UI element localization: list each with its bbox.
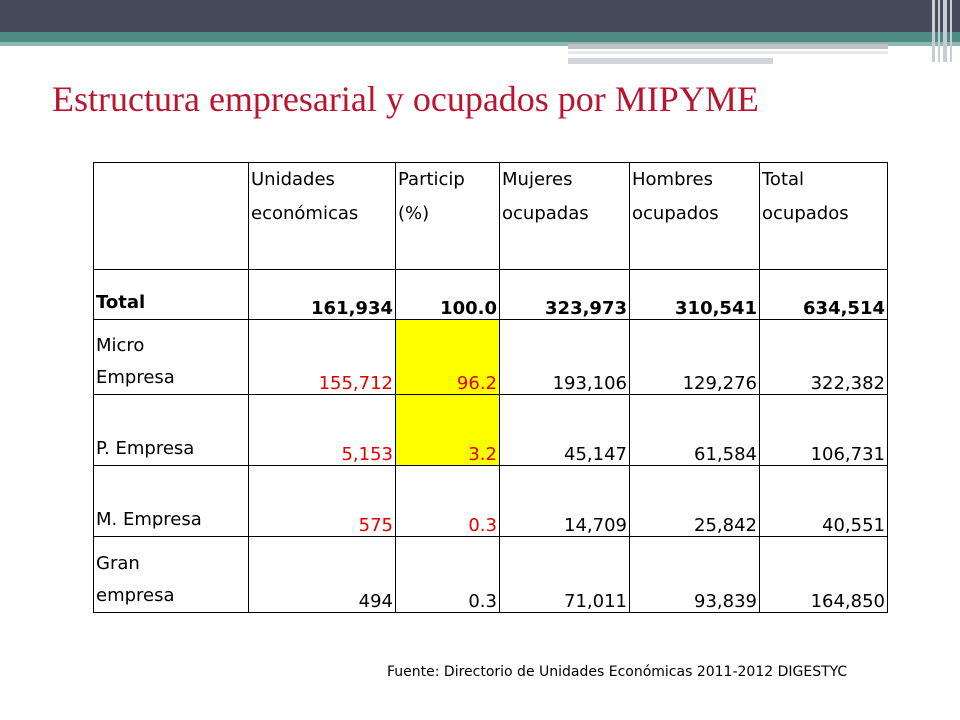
table-row: P. Empresa 5,153 3.2 45,147 61,584 106,7… [93, 394, 888, 466]
table-row-total: Total 161,934 100.0 323,973 310,541 634,… [93, 269, 888, 320]
table-cell: 494 [248, 536, 396, 613]
table-cell: 0.3 [395, 536, 500, 613]
table-cell: 5,153 [248, 394, 396, 466]
table-cell: 155,712 [248, 319, 396, 395]
row-label: Total [93, 269, 249, 320]
row-label: Gran empresa [93, 536, 249, 613]
table-row: Micro Empresa 155,712 96.2 193,106 129,27… [93, 319, 888, 395]
table-row: Gran empresa 494 0.3 71,011 93,839 164,85… [93, 536, 888, 613]
table-cell-highlight: 3.2 [395, 394, 500, 466]
decor-bar-grey [568, 44, 888, 49]
table-cell: 322,382 [759, 319, 888, 395]
table-cell: 61,584 [629, 394, 760, 466]
table-cell: 161,934 [248, 269, 396, 320]
accent-line [0, 42, 960, 46]
table-cell: 129,276 [629, 319, 760, 395]
header-cell: Particip (%) [395, 162, 500, 270]
table-cell: 575 [248, 465, 396, 537]
table-cell: 40,551 [759, 465, 888, 537]
table-cell: 323,973 [499, 269, 630, 320]
slide-title: Estructura empresarial y ocupados por MI… [52, 79, 759, 119]
data-table: Unidades económicas Particip (%) Mujeres oc… [93, 162, 888, 613]
row-label: P. Empresa [93, 394, 249, 466]
table-cell: 45,147 [499, 394, 630, 466]
table-cell: 0.3 [395, 465, 500, 537]
accent-bar [0, 32, 960, 42]
row-label: M. Empresa [93, 465, 249, 537]
table-cell: 100.0 [395, 269, 500, 320]
source-note: Fuente: Directorio de Unidades Económica… [387, 664, 848, 680]
table-cell: 25,842 [629, 465, 760, 537]
table-cell: 164,850 [759, 536, 888, 613]
header-cell-empty [93, 162, 249, 270]
table-cell: 14,709 [499, 465, 630, 537]
decor-bar-light [568, 58, 773, 64]
table-cell: 634,514 [759, 269, 888, 320]
table-cell: 193,106 [499, 319, 630, 395]
table-cell: 106,731 [759, 394, 888, 466]
decor-vertical-lines [928, 0, 960, 62]
header-cell: Unidades económicas [248, 162, 396, 270]
table-cell: 93,839 [629, 536, 760, 613]
decor-line [568, 51, 888, 54]
header-cell: Hombres ocupados [629, 162, 760, 270]
header-cell: Total ocupados [759, 162, 888, 270]
row-label: Micro Empresa [93, 319, 249, 395]
table-cell: 310,541 [629, 269, 760, 320]
table-cell-highlight: 96.2 [395, 319, 500, 395]
header-cell: Mujeres ocupadas [499, 162, 630, 270]
table-row: M. Empresa 575 0.3 14,709 25,842 40,551 [93, 465, 888, 537]
table-cell: 71,011 [499, 536, 630, 613]
header-bar [0, 0, 960, 32]
table-header-row: Unidades económicas Particip (%) Mujeres oc… [93, 162, 888, 270]
